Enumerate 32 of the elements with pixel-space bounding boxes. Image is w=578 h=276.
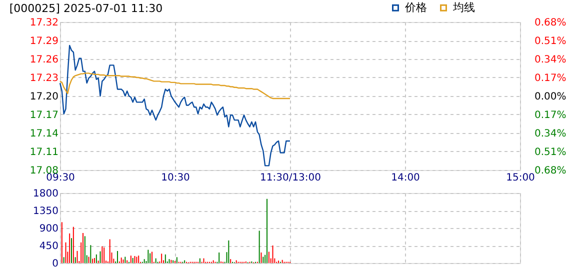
y-tick-label: 1350 (33, 206, 58, 217)
line-series (59, 72, 291, 100)
y-tick-label: 17.11 (30, 147, 58, 158)
y-tick-label: 17.26 (30, 54, 58, 66)
legend-label: 均线 (452, 0, 475, 14)
y2-tick-label: 0.34% (534, 54, 566, 66)
y-tick-label: 17.29 (30, 36, 58, 47)
y-tick-label: 1800 (33, 188, 58, 200)
y-tick-label: 17.17 (30, 110, 58, 121)
line-series (59, 44, 291, 166)
x-tick-label: 14:00 (391, 172, 420, 184)
y2-tick-label: 0.68% (534, 166, 566, 176)
y2-tick-label: 0.68% (534, 18, 566, 28)
y2-tick-label: 0.51% (534, 36, 566, 47)
y2-tick-label: 0.34% (534, 128, 566, 140)
y-tick-label: 0 (52, 258, 58, 270)
y-tick-label: 17.23 (30, 73, 58, 84)
y-tick-label: 450 (39, 241, 58, 252)
y-tick-label: 17.20 (30, 92, 58, 102)
x-tick-label: 10:30 (161, 172, 190, 184)
legend-label: 价格 (404, 0, 427, 14)
y2-tick-label: 0.17% (534, 110, 566, 121)
x-tick-label: 15:00 (506, 172, 535, 184)
y-tick-label: 900 (39, 224, 58, 234)
chart-title: [000025] 2025-07-01 11:30 (9, 2, 163, 15)
y2-tick-label: 0.17% (534, 73, 566, 84)
y2-tick-label: 0.51% (534, 147, 566, 158)
x-tick-label: 09:30 (46, 172, 75, 184)
y2-tick-label: 0.00% (534, 92, 566, 102)
x-tick-label: 11:30/13:00 (260, 172, 322, 184)
y-tick-label: 17.32 (30, 18, 58, 28)
y-tick-label: 17.14 (30, 128, 58, 140)
